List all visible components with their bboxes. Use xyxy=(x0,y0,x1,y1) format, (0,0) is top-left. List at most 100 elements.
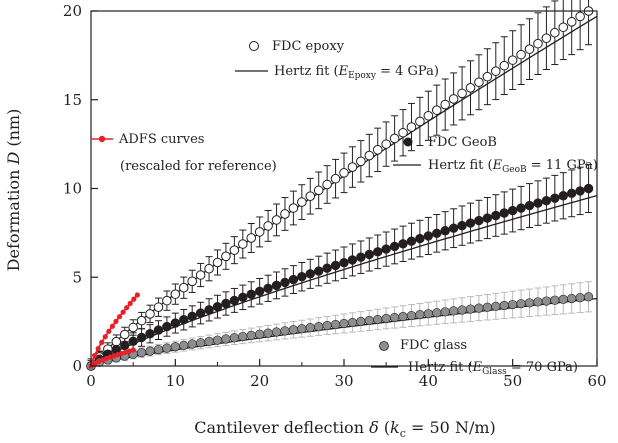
fdc-geob-point-22 xyxy=(271,280,282,291)
fdc-epoxy-point-54 xyxy=(541,33,552,43)
fdc-geob-point-12 xyxy=(187,311,197,322)
fdc-epoxy-point-5 xyxy=(128,322,138,333)
fdc-epoxy-point-49 xyxy=(499,60,510,71)
fdc-epoxy-point-52 xyxy=(524,44,535,54)
fdc-epoxy-point-42 xyxy=(440,99,451,110)
fdc-geob-point-35 xyxy=(381,244,391,254)
fdc-glass-point-57 xyxy=(567,293,577,304)
fdc-epoxy-point-56 xyxy=(558,22,569,33)
fdc-epoxy-point-8 xyxy=(153,302,164,313)
fdc-glass-point-12 xyxy=(187,339,197,349)
fdc-geob-point-57 xyxy=(567,188,577,199)
fdc-epoxy-point-50 xyxy=(507,55,518,65)
legend-geob-fit-label: Hertz fit (EGeoB = 11 GPa) xyxy=(428,158,598,175)
fdc-epoxy-point-19 xyxy=(246,233,257,243)
fdc-glass-point-36 xyxy=(390,312,400,323)
fdc-epoxy-point-48 xyxy=(491,66,501,76)
fdc-geob-point-15 xyxy=(212,301,223,312)
fdc-epoxy-point-3 xyxy=(111,336,122,347)
legend-epoxy-label: FDC epoxy xyxy=(272,39,345,54)
fdc-geob-point-37 xyxy=(398,239,408,249)
fdc-geob-point-18 xyxy=(238,292,248,303)
fdc-geob-point-59 xyxy=(583,183,594,194)
fdc-geob-point-49 xyxy=(499,208,509,218)
fdc-glass-point-14 xyxy=(204,336,214,347)
fdc-geob-point-16 xyxy=(221,298,231,309)
fdc-epoxy-point-22 xyxy=(271,215,282,225)
y-axis-label: Deformation D (nm) xyxy=(4,109,23,272)
x-tick-label-40: 40 xyxy=(419,372,438,390)
fdc-glass-point-9 xyxy=(162,343,172,353)
x-tick-label-10: 10 xyxy=(166,372,185,390)
x-axis-label: Cantilever deflection δ (kc = 50 N/m) xyxy=(194,418,496,440)
legend-epoxy-fit-label: Hertz fit (EEpoxy = 4 GPa) xyxy=(274,64,439,81)
fdc-geob-point-14 xyxy=(204,305,214,315)
x-tick-label-30: 30 xyxy=(334,372,353,390)
fdc-epoxy-point-11 xyxy=(178,282,189,293)
fdc-epoxy-point-28 xyxy=(322,179,332,190)
fdc-epoxy-point-29 xyxy=(330,173,341,184)
fdc-epoxy-point-26 xyxy=(305,191,316,202)
fdc-geob-point-56 xyxy=(558,191,568,201)
fdc-epoxy-point-18 xyxy=(238,239,248,249)
fdc-epoxy-point-47 xyxy=(482,71,493,82)
legend-glass-marker xyxy=(379,341,389,351)
adfs-curve-0-point-6 xyxy=(109,323,116,329)
fdc-epoxy-point-16 xyxy=(221,251,231,262)
y-tick-label-20: 20 xyxy=(63,2,82,20)
fdc-glass-point-47 xyxy=(482,302,492,312)
fdc-glass-point-37 xyxy=(398,311,408,322)
adfs-curve-0-point-1 xyxy=(91,353,98,359)
fdc-epoxy-point-33 xyxy=(364,150,375,161)
fdc-epoxy-point-36 xyxy=(389,133,400,144)
fdc-glass-point-21 xyxy=(263,328,273,338)
fdc-glass-point-34 xyxy=(373,314,383,325)
fdc-epoxy-point-38 xyxy=(406,122,417,132)
adfs-curve-0-point-9 xyxy=(120,309,126,315)
fdc-epoxy-point-32 xyxy=(356,156,366,167)
legend-adfs-label: ADFS curves xyxy=(118,132,204,147)
fdc-epoxy-point-46 xyxy=(474,77,484,88)
adfs-curve-0-point-10 xyxy=(124,305,130,311)
fdc-epoxy-point-53 xyxy=(533,38,543,49)
fdc-glass-point-30 xyxy=(339,318,349,329)
fdc-epoxy-point-10 xyxy=(170,289,181,299)
fdc-geob-point-43 xyxy=(448,223,459,233)
fdc-geob-point-13 xyxy=(195,308,206,318)
fdc-glass-point-38 xyxy=(406,310,417,321)
adfs-curve-0-point-13 xyxy=(134,292,140,298)
y-tick-label-15: 15 xyxy=(63,91,82,109)
fdc-glass-point-10 xyxy=(170,342,180,352)
fdc-glass-point-11 xyxy=(179,340,189,350)
fdc-epoxy-point-25 xyxy=(297,197,307,207)
fdc-glass-point-16 xyxy=(221,334,231,344)
error-bars-layer xyxy=(87,0,593,367)
legend-epoxy-marker xyxy=(249,41,259,51)
fdc-epoxy-point-15 xyxy=(212,257,223,268)
fdc-glass-point-20 xyxy=(255,329,265,339)
fdc-glass-point-22 xyxy=(271,327,282,337)
fdc-glass-point-50 xyxy=(508,299,518,310)
adfs-curve-0-point-12 xyxy=(131,296,137,302)
fdc-geob-point-38 xyxy=(406,236,417,246)
fdc-glass-point-7 xyxy=(145,346,155,356)
adfs-curve-0-point-2 xyxy=(95,345,101,352)
fdc-geob-point-26 xyxy=(305,269,315,279)
fdc-epoxy-point-24 xyxy=(288,203,299,213)
fdc-glass-point-33 xyxy=(364,315,374,326)
fdc-geob-point-53 xyxy=(533,198,543,208)
fdc-epoxy-point-12 xyxy=(187,276,197,287)
fdc-geob-point-29 xyxy=(330,260,341,271)
fdc-geob-point-24 xyxy=(288,274,299,285)
fdc-geob-point-5 xyxy=(128,336,138,347)
legend-geob-marker xyxy=(403,137,413,147)
fdc-glass-point-42 xyxy=(440,307,450,317)
fdc-epoxy-point-40 xyxy=(423,110,434,121)
y-tick-label-0: 0 xyxy=(72,357,82,375)
fdc-glass-point-18 xyxy=(238,331,248,342)
fdc-glass-point-26 xyxy=(305,323,315,333)
fdc-geob-point-28 xyxy=(322,263,332,273)
fdc-geob-point-45 xyxy=(465,218,476,228)
fdc-glass-point-55 xyxy=(550,295,560,305)
fdc-geob-point-36 xyxy=(389,241,400,252)
